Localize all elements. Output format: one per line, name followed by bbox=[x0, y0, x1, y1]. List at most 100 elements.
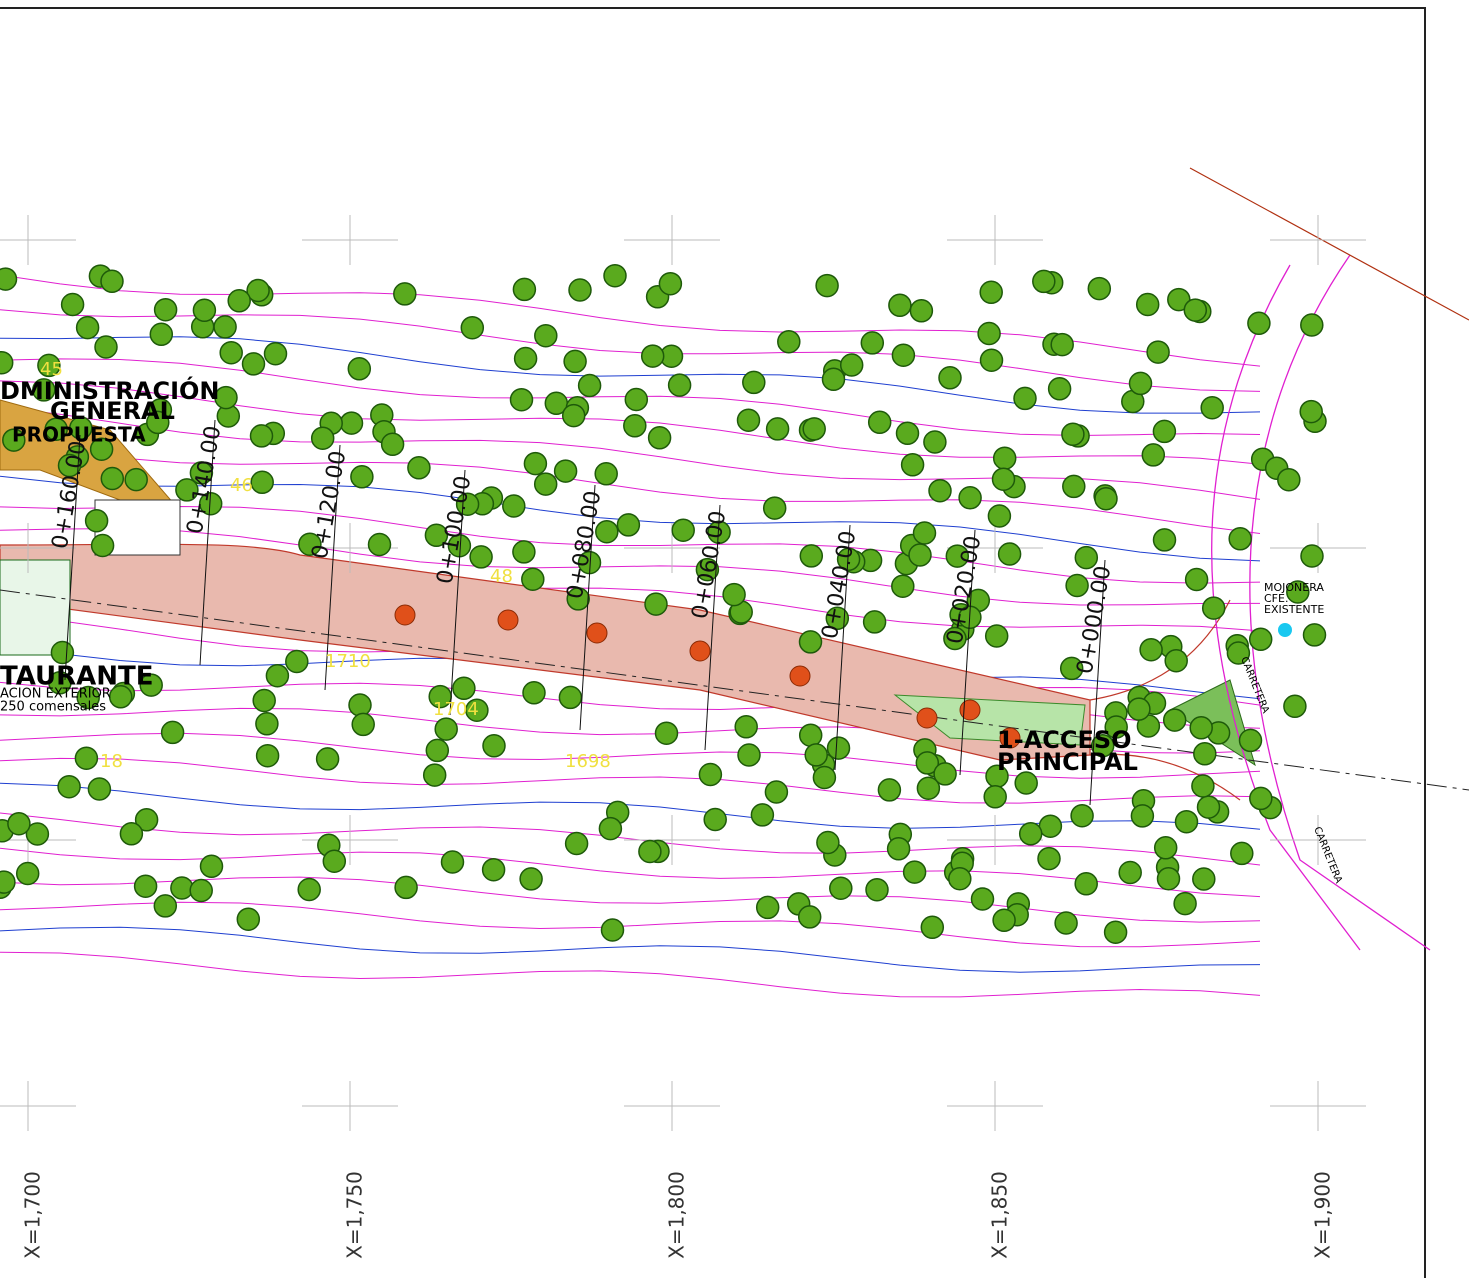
tree bbox=[1191, 774, 1215, 798]
tree bbox=[153, 297, 178, 322]
tree bbox=[100, 466, 125, 491]
tree bbox=[1173, 891, 1197, 916]
tree bbox=[891, 574, 915, 598]
tree bbox=[977, 321, 1001, 346]
tree bbox=[826, 736, 851, 760]
tree bbox=[1152, 528, 1177, 552]
tree bbox=[566, 587, 590, 611]
building-label: ACION EXTERIOR bbox=[0, 687, 111, 702]
tree bbox=[1192, 867, 1216, 891]
tree bbox=[742, 370, 766, 395]
tree bbox=[644, 592, 668, 616]
tree bbox=[799, 544, 824, 568]
tree bbox=[1286, 580, 1310, 604]
station-line bbox=[834, 524, 851, 771]
tree bbox=[512, 277, 537, 302]
tree bbox=[1226, 641, 1251, 665]
grid-label: X=1,800 bbox=[665, 1171, 689, 1259]
access-road bbox=[0, 543, 1091, 761]
tree bbox=[1228, 527, 1252, 551]
tree bbox=[1103, 920, 1128, 944]
tree bbox=[1047, 377, 1072, 401]
tree bbox=[0, 267, 18, 291]
tree bbox=[512, 540, 536, 564]
tree bbox=[564, 831, 589, 856]
flower-tree bbox=[959, 699, 981, 721]
tree bbox=[422, 763, 447, 787]
tree bbox=[90, 533, 115, 558]
tree bbox=[502, 494, 526, 518]
contour bbox=[0, 336, 1261, 414]
tree bbox=[616, 513, 641, 537]
tree bbox=[1164, 648, 1188, 673]
tree bbox=[521, 567, 545, 591]
tree bbox=[1249, 786, 1273, 811]
tree bbox=[170, 876, 194, 900]
tree bbox=[638, 839, 662, 864]
tree bbox=[50, 640, 75, 665]
tree bbox=[948, 866, 972, 891]
tree bbox=[350, 465, 374, 489]
tree bbox=[594, 462, 618, 486]
contour bbox=[0, 812, 1261, 866]
tree bbox=[1118, 860, 1142, 885]
tree bbox=[219, 340, 243, 365]
access-label: PRINCIPAL bbox=[997, 748, 1138, 776]
tree bbox=[481, 857, 506, 882]
tree bbox=[434, 717, 458, 741]
tree bbox=[1141, 443, 1166, 467]
tree bbox=[558, 685, 583, 710]
tree bbox=[1299, 399, 1323, 424]
tree bbox=[84, 508, 109, 533]
tree bbox=[1013, 386, 1037, 411]
tree bbox=[970, 887, 995, 911]
station-line bbox=[704, 504, 721, 751]
building-label: 250 comensales bbox=[0, 700, 106, 715]
tree bbox=[886, 837, 911, 861]
tree bbox=[25, 822, 50, 846]
tree bbox=[1054, 911, 1078, 935]
tree bbox=[1059, 656, 1084, 681]
tree bbox=[139, 673, 163, 697]
tree bbox=[124, 467, 148, 492]
tree bbox=[825, 606, 850, 631]
tree bbox=[979, 348, 1004, 372]
tree bbox=[915, 751, 940, 775]
tree bbox=[44, 417, 68, 441]
tree bbox=[992, 446, 1017, 470]
tree bbox=[804, 743, 828, 767]
tree bbox=[1302, 623, 1327, 647]
tree bbox=[192, 298, 217, 323]
tree bbox=[815, 273, 839, 298]
tree bbox=[1127, 697, 1151, 721]
tree bbox=[0, 350, 14, 375]
tree bbox=[600, 918, 625, 942]
contour bbox=[0, 406, 1261, 500]
tree bbox=[255, 712, 279, 736]
tree bbox=[465, 698, 489, 722]
tree bbox=[134, 808, 159, 832]
tree bbox=[425, 738, 450, 763]
tree bbox=[764, 780, 789, 804]
station-line bbox=[324, 444, 341, 691]
tree bbox=[750, 803, 775, 827]
tree bbox=[1300, 544, 1324, 568]
building-label: PROPUESTA bbox=[12, 423, 146, 447]
tree bbox=[393, 282, 417, 306]
tree bbox=[667, 373, 692, 397]
tree bbox=[297, 877, 321, 902]
tree bbox=[765, 417, 790, 441]
tree bbox=[1193, 742, 1217, 766]
tree bbox=[722, 582, 746, 607]
tree bbox=[213, 315, 237, 339]
tree bbox=[624, 387, 649, 412]
trees bbox=[0, 263, 1327, 944]
tree bbox=[265, 663, 290, 688]
tree bbox=[32, 378, 56, 402]
tree bbox=[933, 762, 957, 786]
tree bbox=[1174, 809, 1199, 834]
tree bbox=[736, 408, 761, 432]
flower-tree bbox=[916, 707, 938, 729]
tree bbox=[1038, 814, 1063, 838]
tree bbox=[1139, 637, 1163, 662]
